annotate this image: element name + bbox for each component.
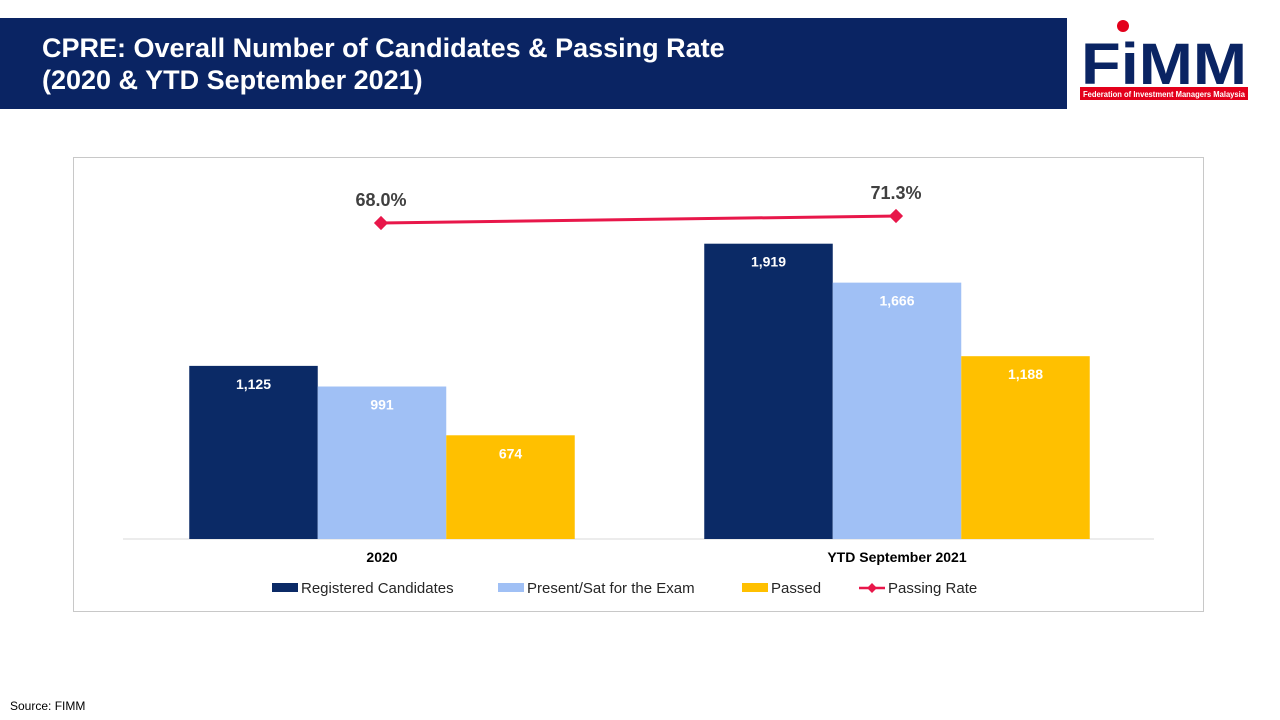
title-bar: CPRE: Overall Number of Candidates & Pas…	[0, 18, 1067, 109]
bar-value-label: 1,666	[879, 293, 914, 309]
bar-value-label: 1,125	[236, 376, 271, 392]
legend-item-passed: Passed	[742, 580, 821, 597]
passing-rate-marker	[888, 208, 904, 224]
x-tick-label: YTD September 2021	[827, 549, 966, 565]
line-layer: 68.0% 71.3%	[355, 183, 922, 231]
legend-label: Registered Candidates	[301, 580, 454, 597]
legend-swatch	[742, 583, 768, 592]
logo-tagline-bar	[1080, 87, 1248, 100]
bar-present-sat-for-the-exam-1	[832, 282, 962, 539]
chart-frame: 1,125 991 674 2020 1,919 1,666 1,188 YTD Septem…	[73, 157, 1204, 612]
bar-present-sat-for-the-exam-0	[317, 386, 447, 539]
legend-label: Passed	[771, 580, 821, 597]
bar-passed-0	[446, 435, 575, 539]
legend-swatch	[272, 583, 298, 592]
legend-item-passing-rate: Passing Rate	[859, 580, 977, 597]
bar-value-label: 674	[499, 445, 523, 461]
legend-item-present-sat-for-the-exam: Present/Sat for the Exam	[498, 580, 695, 597]
legend-swatch-marker	[867, 583, 877, 593]
fimm-logo: FiMM Federation of Investment Managers M…	[1080, 20, 1248, 100]
logo-dot	[1117, 20, 1129, 32]
x-tick-label: 2020	[366, 549, 397, 565]
title-line-1: CPRE: Overall Number of Candidates & Pas…	[42, 33, 725, 63]
passing-rate-label: 71.3%	[870, 183, 921, 203]
legend-label: Passing Rate	[888, 580, 977, 597]
page-title: CPRE: Overall Number of Candidates & Pas…	[42, 32, 725, 96]
bars-layer: 1,125 991 674 2020 1,919 1,666 1,188 YTD Septem…	[123, 243, 1154, 565]
logo-tagline: Federation of Investment Managers Malays…	[1083, 90, 1246, 99]
logo-text: FiMM	[1081, 32, 1247, 97]
passing-rate-marker	[373, 215, 389, 231]
bar-value-label: 1,919	[751, 254, 786, 270]
source-note: Source: FIMM	[10, 699, 86, 713]
bar-value-label: 1,188	[1008, 366, 1043, 382]
passing-rate-label: 68.0%	[355, 190, 406, 210]
bar-registered-candidates-1	[704, 243, 833, 539]
passing-rate-line	[380, 214, 897, 225]
legend-label: Present/Sat for the Exam	[527, 580, 695, 597]
bar-registered-candidates-0	[189, 365, 318, 539]
bar-value-label: 991	[370, 397, 394, 413]
bar-passed-1	[961, 356, 1090, 539]
legend-swatch	[498, 583, 524, 592]
title-line-2: (2020 & YTD September 2021)	[42, 65, 423, 95]
legend-layer: Registered Candidates Present/Sat for the…	[272, 580, 977, 597]
legend-item-registered-candidates: Registered Candidates	[272, 580, 454, 597]
chart-svg: 1,125 991 674 2020 1,919 1,666 1,188 YTD Septem…	[123, 183, 1154, 597]
